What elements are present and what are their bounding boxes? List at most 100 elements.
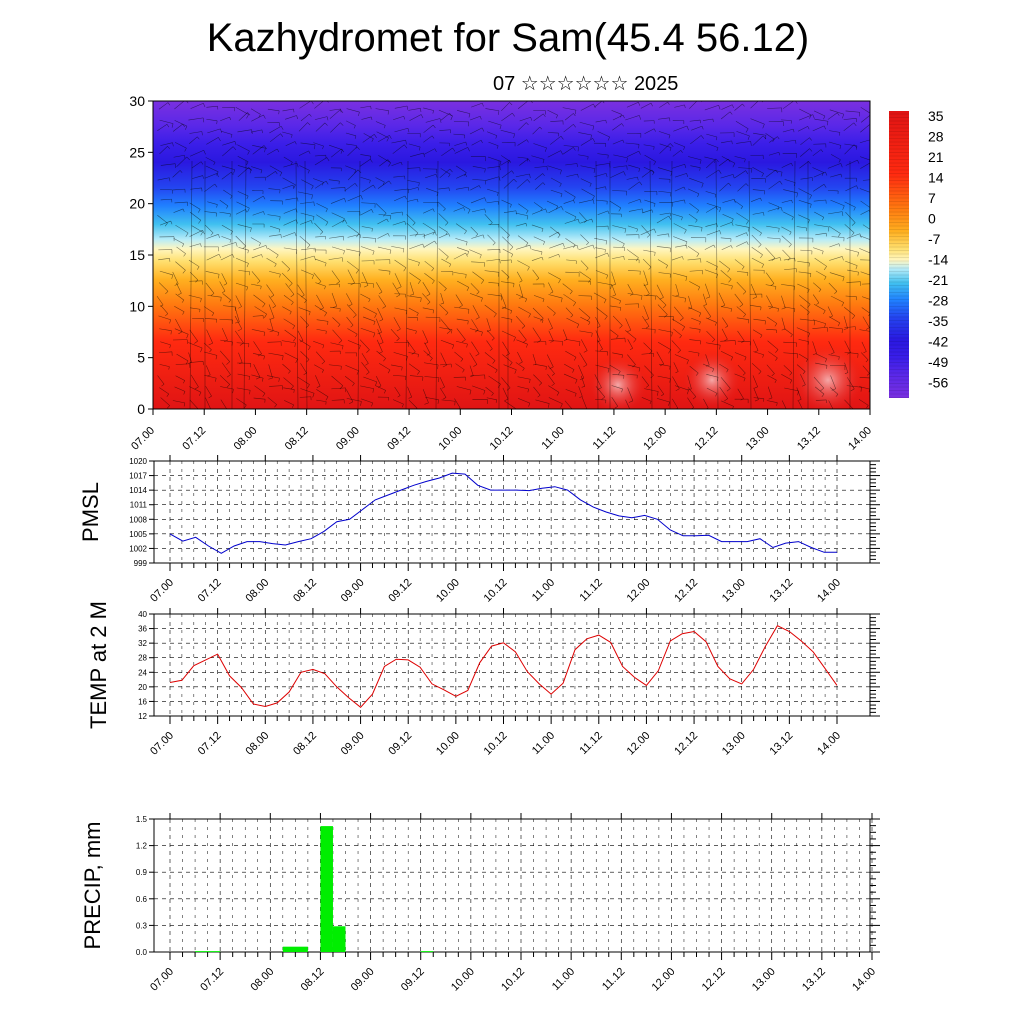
wind-barb-flag (550, 291, 554, 294)
wind-barb-flag (556, 392, 560, 396)
wind-barb-flag (811, 177, 813, 182)
wind-barb (204, 374, 217, 379)
wind-barb-flag (525, 298, 528, 303)
wind-barb-flag (185, 232, 189, 237)
wind-barb-flag (261, 129, 263, 134)
wind-barb (595, 119, 606, 123)
wind-barb-flag (325, 208, 328, 213)
wind-barb (612, 352, 623, 356)
wind-barb (487, 363, 498, 371)
colorbar-label: -42 (928, 334, 948, 350)
wind-barb (174, 386, 186, 392)
wind-barb (814, 118, 829, 122)
wind-barb (221, 224, 233, 232)
wind-barb (456, 328, 466, 340)
wind-barb (595, 270, 608, 276)
wind-barb (860, 209, 870, 215)
wind-barb (174, 120, 188, 127)
wind-barb (221, 171, 232, 180)
wind-barb (223, 305, 236, 308)
wind-barb-flag (830, 352, 835, 355)
wind-barb (220, 254, 233, 261)
wind-barb (221, 236, 232, 241)
wind-barb-flag (264, 314, 267, 318)
wind-barb (688, 306, 701, 314)
wind-barb (594, 101, 603, 108)
wind-barb (455, 223, 467, 232)
wind-barb (203, 306, 215, 314)
wind-barb (316, 399, 327, 402)
wind-barb (192, 175, 203, 179)
wind-barb-flag (628, 400, 634, 403)
wind-barb (188, 117, 204, 121)
y-axis-title: TEMP at 2 M (86, 601, 111, 729)
wind-barb-flag (731, 218, 734, 223)
wind-barb (566, 173, 578, 177)
wind-barb-flag (216, 204, 218, 208)
y-tick-label: 12 (138, 712, 147, 721)
wind-barb (736, 317, 749, 320)
wind-barb (299, 339, 311, 347)
wind-barb (517, 101, 529, 109)
wind-barb (768, 305, 779, 309)
wind-barb (828, 211, 843, 215)
wind-barb (347, 328, 358, 335)
wind-barb (251, 283, 262, 287)
wind-barb-flag (321, 361, 325, 365)
wind-barb (172, 400, 185, 404)
wind-barb (828, 282, 838, 292)
wind-barb (301, 179, 314, 187)
wind-barb (393, 352, 408, 357)
wind-barb-flag (484, 208, 486, 213)
wind-barb-flag (745, 170, 749, 175)
wind-barb (800, 137, 810, 146)
wind-barb (689, 365, 699, 374)
wind-barb-flag (747, 135, 750, 140)
wind-barb-flag (165, 313, 169, 317)
wind-barb-flag (480, 140, 483, 144)
wind-barb (252, 211, 264, 216)
wind-barb (812, 149, 822, 157)
wind-barb (783, 257, 795, 261)
wind-barb (315, 258, 327, 264)
wind-barb-flag (812, 114, 815, 119)
wind-barb-flag (605, 240, 608, 245)
wind-barb (236, 342, 249, 344)
wind-barb-flag (324, 312, 327, 317)
wind-barb (675, 283, 680, 296)
wind-barb (422, 282, 431, 295)
wind-barb (828, 400, 834, 409)
wind-barb (425, 396, 439, 401)
wind-barb-flag (326, 157, 330, 162)
wind-barb (687, 246, 700, 254)
wind-barb-flag (179, 170, 183, 173)
wind-barb-flag (741, 266, 745, 270)
wind-barb (517, 260, 530, 268)
wind-barb (267, 247, 279, 256)
wind-barb (643, 249, 656, 253)
wind-barb-flag (448, 233, 451, 237)
x-tick-label: 13.12 (800, 966, 828, 994)
wind-barb-flag (278, 229, 281, 233)
wind-barb (390, 329, 400, 339)
wind-barb (687, 188, 700, 194)
wind-barb (314, 157, 328, 166)
wind-barb (659, 143, 672, 148)
wind-barb (565, 163, 578, 166)
wind-barb (798, 295, 811, 305)
wind-barb (422, 330, 429, 343)
wind-barb-flag (269, 317, 275, 320)
wind-barb (485, 176, 500, 181)
wind-barb (753, 397, 764, 399)
wind-barb (751, 257, 764, 265)
wind-barb-flag (404, 195, 407, 200)
wind-barb-flag (653, 146, 655, 150)
wind-barb (800, 374, 806, 385)
wind-barb (360, 293, 371, 300)
wind-barb-flag (293, 337, 296, 342)
wind-barb-flag (842, 114, 844, 119)
wind-barb (282, 177, 296, 186)
wind-barb (331, 219, 346, 228)
wind-barb-flag (573, 357, 577, 361)
wind-barb-flag (842, 276, 845, 282)
